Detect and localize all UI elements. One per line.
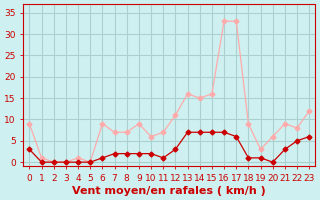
X-axis label: Vent moyen/en rafales ( km/h ): Vent moyen/en rafales ( km/h ) xyxy=(72,186,266,196)
